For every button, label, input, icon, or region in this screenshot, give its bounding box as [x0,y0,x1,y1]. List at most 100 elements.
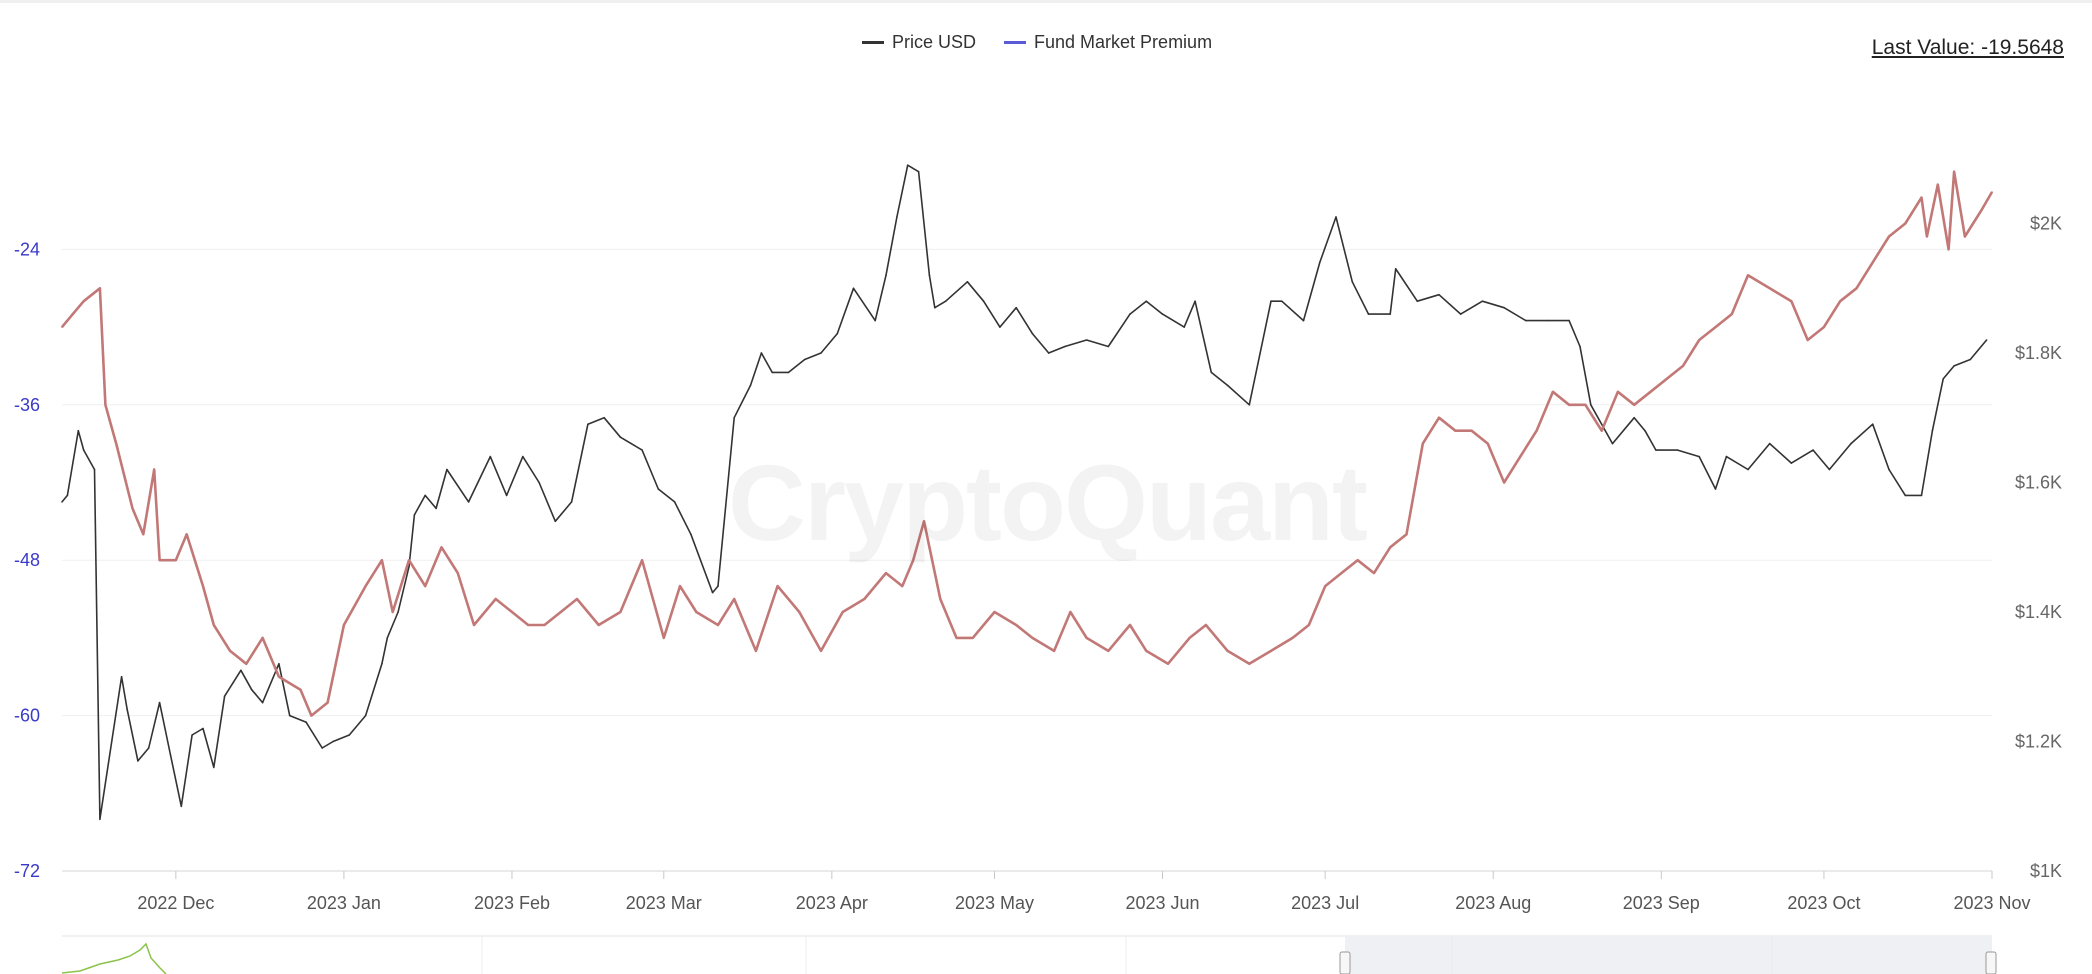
data-point [1655,449,1657,451]
data-point [1611,442,1614,445]
data-point [191,734,193,736]
right-axis-tick-label: $1.4K [2015,602,2062,622]
data-point [1871,261,1874,264]
data-point [457,572,459,574]
data-point [1806,339,1809,341]
data-point [1768,442,1771,445]
data-point [1519,455,1522,458]
data-point [749,384,752,387]
x-axis-tick-label: 2023 Mar [626,893,702,913]
data-point [147,747,150,749]
data-point [1302,319,1305,322]
data-point [1248,663,1251,665]
data-point [917,170,920,173]
data-point [137,760,139,762]
navigator-selected-range [1345,936,1992,974]
data-point [489,455,492,458]
data-point [408,559,410,561]
x-axis-tick-label: 2023 May [955,893,1034,913]
data-point [1682,365,1684,367]
navigator-handle-left[interactable] [1339,951,1351,974]
data-point [776,585,779,587]
data-point [1953,170,1955,173]
data-point [131,507,134,510]
data-point [82,449,85,451]
data-point [1145,300,1148,303]
data-point [570,501,573,503]
data-point [440,546,443,549]
data-point [1015,624,1017,626]
data-point [175,559,177,561]
data-point [1888,468,1890,471]
data-point [803,358,806,361]
legend-item-premium[interactable]: Fund Market Premium [1004,32,1212,53]
data-point [587,423,589,426]
data-point [1600,429,1603,432]
navigator-handle-right[interactable] [1985,951,1997,974]
x-axis-tick-label: 2023 Feb [474,893,550,913]
series-price-usd [61,164,1988,820]
legend-item-price[interactable]: Price USD [862,32,976,53]
data-point [955,637,958,639]
data-point [554,520,557,523]
data-point [1015,306,1017,309]
data-point [1747,274,1749,277]
last-value-label[interactable]: Last Value: -19.5648 [1871,36,2064,59]
data-point [1828,468,1831,471]
data-point [841,611,844,613]
data-point [1617,391,1619,393]
data-point [364,585,367,587]
data-point [1980,209,1982,212]
data-point [381,663,383,665]
data-point [364,714,367,717]
data-point [944,300,947,303]
data-point [798,611,801,613]
x-axis-tick-label: 2023 Nov [1953,893,2030,913]
data-point [576,598,578,600]
left-axis-tick-label: -60 [14,706,40,726]
data-point [1161,313,1164,315]
data-point [1790,462,1793,464]
data-point [982,300,985,303]
legend-label-premium: Fund Market Premium [1034,32,1213,52]
x-axis-tick-label: 2023 Jan [307,893,381,913]
data-point [1281,300,1283,303]
data-point [505,494,508,497]
data-point [1487,442,1489,445]
data-point [381,559,383,561]
data-point [93,468,96,471]
data-point [1920,494,1923,497]
data-point [1525,319,1527,322]
data-point [326,701,329,704]
data-point [250,688,253,691]
data-point [1855,287,1858,290]
data-point [1644,429,1646,432]
data-point [1546,319,1549,322]
data-point [1503,306,1505,309]
data-point [158,701,161,704]
data-point [690,533,692,536]
data-point [717,585,719,587]
data-point [386,637,389,639]
data-point [1926,235,1928,238]
data-point [473,624,475,626]
data-point [597,624,600,626]
data-point [874,319,876,322]
data-point [343,624,345,626]
data-point [1335,216,1337,218]
data-point [679,585,681,587]
data-point [391,611,394,613]
data-point [435,507,437,510]
data-point [1438,293,1440,296]
data-point [1698,339,1700,341]
data-point [1308,624,1310,626]
data-point [619,436,622,439]
data-point [66,494,69,497]
data-point [1947,248,1950,251]
data-point [755,650,757,652]
data-point [408,565,410,568]
data-point [104,404,107,406]
data-point [560,611,562,613]
right-axis-tick-label: $2K [2030,214,2062,234]
